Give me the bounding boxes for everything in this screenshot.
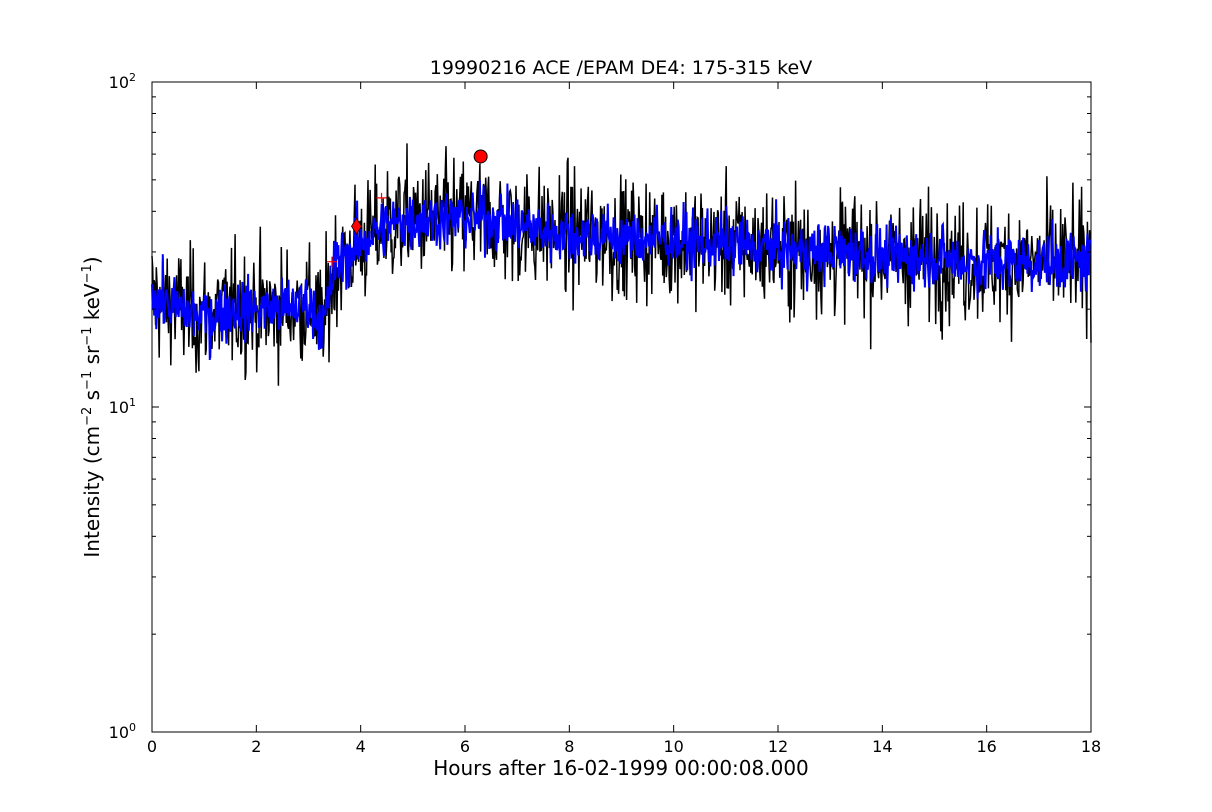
y-tick-label: 100 [109,721,136,742]
x-tick-label: 2 [251,737,261,756]
marker-layer [326,149,488,267]
y-axis-label-mid-3: keV [80,283,104,327]
x-tick-label: 14 [872,737,892,756]
chart-title: 19990216 ACE /EPAM DE4: 175-315 keV [430,57,812,79]
series-smoothed-line [151,180,1092,361]
x-tick-label: 18 [1081,737,1101,756]
x-tick-label: 16 [976,737,996,756]
y-axis-label-sup-1: −2 [80,407,95,426]
marker-plus [376,192,387,203]
y-axis-label-sup-3: −1 [80,327,95,346]
x-tick-label: 10 [663,737,683,756]
plot-area [151,81,1092,733]
series-layer [151,143,1092,386]
marker-circle [473,149,488,164]
y-axis-label-end: ) [80,256,104,264]
y-axis-label-base: Intensity (cm [80,426,104,558]
x-axis-label: Hours after 16-02-1999 00:00:08.000 [433,756,809,780]
x-tick-label: 8 [564,737,574,756]
x-tick-label: 4 [356,737,366,756]
y-tick-label: 102 [109,71,136,92]
x-tick-label: 12 [768,737,788,756]
x-tick-label: 6 [460,737,470,756]
series-raw-line [151,143,1092,386]
y-axis-label-mid-1: s [80,390,104,407]
y-axis-label: Intensity (cm−2 s−1 sr−1 keV−1) [80,256,104,557]
x-axis-ticks: 0 2 4 6 8 10 12 14 16 18 [147,82,1101,756]
y-axis-ticks: 100 101 102 [109,71,1091,742]
y-axis-label-mid-2: sr [80,345,104,371]
y-tick-label: 101 [109,396,136,417]
y-axis-label-sup-4: −1 [80,264,95,283]
y-axis-label-sup-2: −1 [80,371,95,390]
marker-plus [326,256,337,267]
marker-diamond [351,217,362,235]
x-tick-label: 0 [147,737,157,756]
